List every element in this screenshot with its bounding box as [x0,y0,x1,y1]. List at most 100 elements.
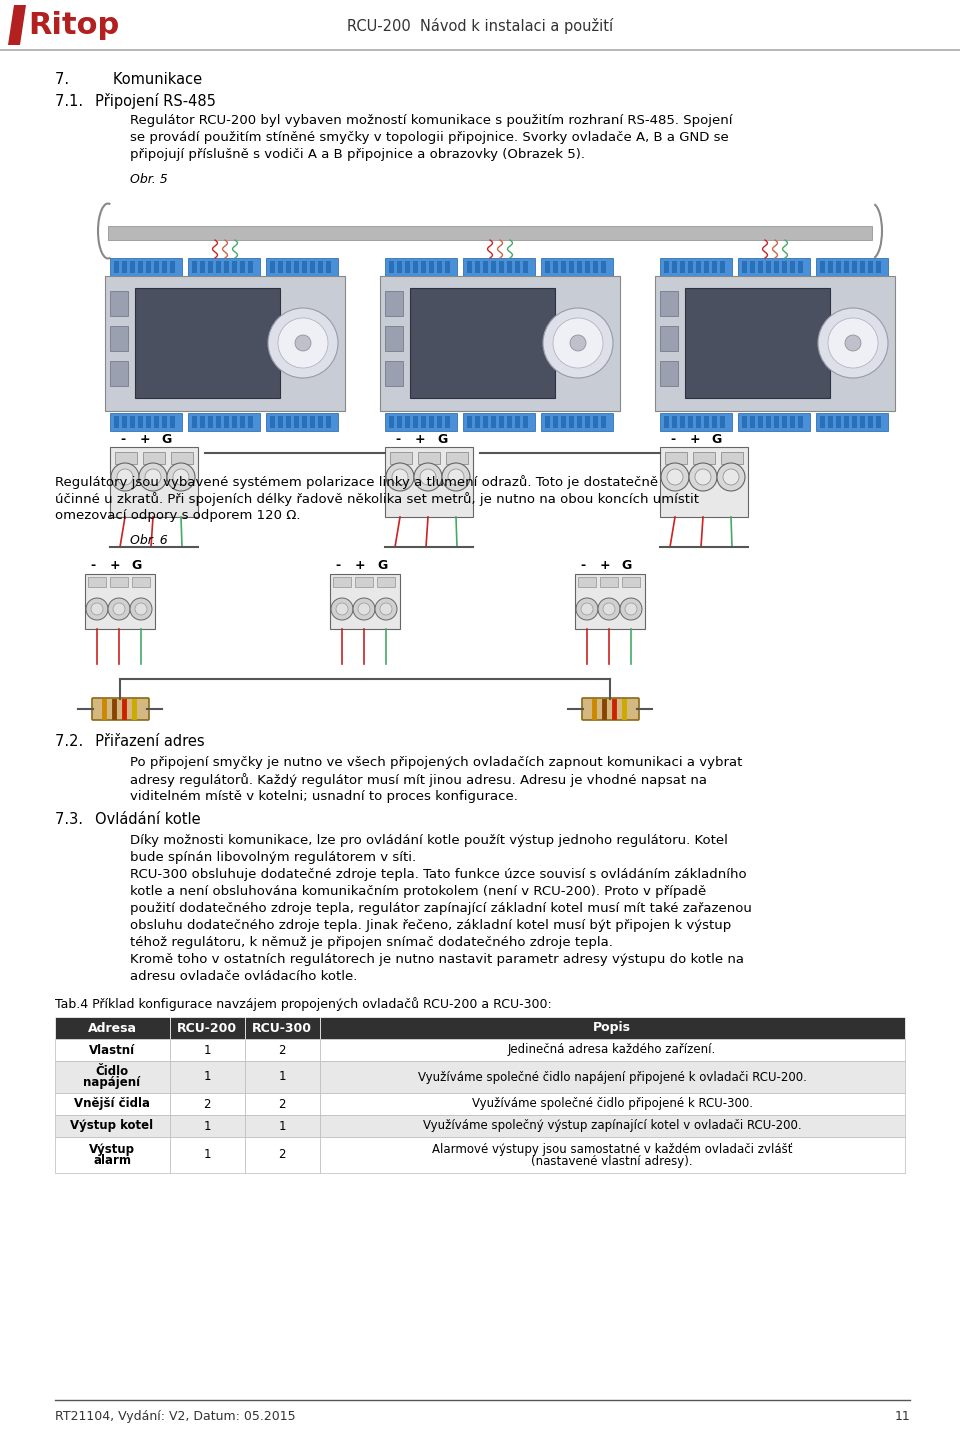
Bar [704,262,709,273]
Bar [712,262,717,273]
Text: Využíváme společné čidlo připojené k RCU-300.: Využíváme společné čidlo připojené k RCU… [471,1098,753,1111]
Bar [790,262,795,273]
Bar [515,262,520,273]
Text: téhož regulátoru, k němuž je připojen snímač dodatečného zdroje tepla.: téhož regulátoru, k němuž je připojen sn… [130,935,612,948]
FancyBboxPatch shape [92,698,149,720]
Text: viditelném místě v kotelni; usnadní to proces konfigurace.: viditelném místě v kotelni; usnadní to p… [130,790,517,803]
Bar [463,412,535,431]
Bar [302,415,307,428]
Circle shape [331,598,353,619]
Text: omezovací odpory s odporem 120 Ω.: omezovací odpory s odporem 120 Ω. [55,509,300,522]
Circle shape [598,598,620,619]
Bar [310,415,315,428]
Text: se provádí použitím stíněné smyčky v topologii připojnice. Svorky ovladače A, B : se provádí použitím stíněné smyčky v top… [130,131,729,144]
Bar [192,415,197,428]
Bar [355,578,373,586]
Bar [200,415,205,428]
Bar [130,262,135,273]
Bar [318,415,323,428]
Polygon shape [8,4,26,45]
Bar [491,262,496,273]
Bar [385,326,403,351]
Bar [294,262,299,273]
Bar [844,262,849,273]
Circle shape [130,598,152,619]
Bar [742,262,747,273]
FancyBboxPatch shape [582,698,639,720]
Bar [660,292,678,316]
Bar [122,262,127,273]
Text: RCU-300: RCU-300 [252,1022,312,1035]
Bar [622,578,640,586]
Text: 2: 2 [278,1043,286,1056]
Bar [135,287,280,398]
Circle shape [581,604,593,615]
Text: +: + [354,559,366,572]
Text: Obr. 5: Obr. 5 [130,172,168,185]
Bar [664,415,669,428]
Circle shape [135,604,147,615]
Bar [577,262,582,273]
Bar [320,1115,905,1137]
Bar [720,415,725,428]
Circle shape [358,604,370,615]
Bar [170,1137,245,1173]
Bar [232,415,237,428]
Bar [578,578,596,586]
Text: RCU-300 obsluhuje dodatečné zdroje tepla. Tato funkce úzce souvisí s ovládáním z: RCU-300 obsluhuje dodatečné zdroje tepla… [130,868,747,881]
Bar [463,259,535,276]
Bar [738,412,810,431]
Bar [320,1017,905,1039]
Text: -: - [335,559,341,572]
Bar [138,415,143,428]
Circle shape [336,604,348,615]
Text: Výstup: Výstup [89,1142,135,1155]
Circle shape [295,335,311,351]
Bar [130,415,135,428]
Bar [660,412,732,431]
Bar [766,415,771,428]
Bar [397,415,402,428]
Circle shape [386,463,414,491]
Bar [852,415,857,428]
Bar [224,415,229,428]
Text: 2: 2 [278,1148,286,1161]
Bar [541,412,613,431]
Bar [389,415,394,428]
Circle shape [139,463,167,491]
Circle shape [108,598,130,619]
Text: použití dodatečného zdroje tepla, regulátor zapínající základní kotel musí mít t: použití dodatečného zdroje tepla, regulá… [130,902,752,915]
Bar [445,262,450,273]
Bar [55,1017,170,1039]
Bar [585,415,590,428]
Bar [575,573,645,629]
Text: 1: 1 [278,1119,286,1132]
Bar [146,415,151,428]
Text: +: + [109,559,120,572]
Circle shape [570,335,586,351]
Bar [437,415,442,428]
Bar [248,415,253,428]
Text: Jedinečná adresa každého zařízení.: Jedinečná adresa každého zařízení. [508,1043,716,1056]
Text: 2: 2 [278,1098,286,1111]
Bar [385,259,457,276]
Bar [248,262,253,273]
Text: +: + [689,433,700,445]
Bar [720,262,725,273]
Circle shape [113,604,125,615]
Text: 7.1.  Připojení RS-485: 7.1. Připojení RS-485 [55,93,216,109]
Bar [208,415,213,428]
Bar [170,262,175,273]
Bar [170,1039,245,1061]
Bar [385,447,473,517]
Bar [270,262,275,273]
Bar [798,262,803,273]
Circle shape [145,468,161,486]
Bar [188,412,260,431]
Bar [105,276,345,411]
Bar [860,262,865,273]
Bar [475,262,480,273]
Text: Alarmové výstupy jsou samostatné v každém ovladači zvlášť: Alarmové výstupy jsou samostatné v každé… [432,1142,792,1155]
Bar [122,415,127,428]
Text: +: + [415,433,425,445]
